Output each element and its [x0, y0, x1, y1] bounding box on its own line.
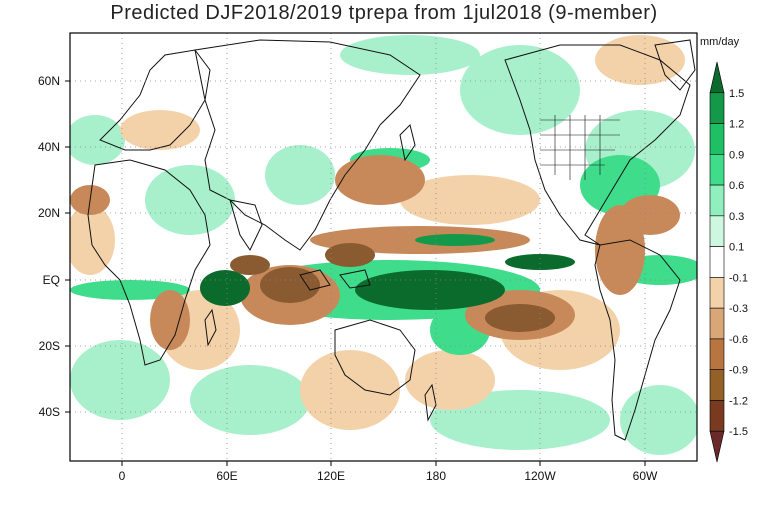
lon-label-180: 180 [426, 469, 446, 483]
lon-label-120e: 120E [317, 469, 345, 483]
lat-label-60n: 60N [38, 74, 60, 88]
lon-label-60e: 60E [216, 469, 237, 483]
lat-label-40n: 40N [38, 140, 60, 154]
lon-label-60w: 60W [633, 469, 658, 483]
colorbar-level-label: 1.5 [729, 88, 744, 100]
colorbar-level-label: -1.5 [729, 426, 748, 438]
colorbar-level-label: -0.9 [729, 365, 748, 377]
colorbar-swatch [709, 338, 725, 370]
lat-label-eq: EQ [43, 273, 60, 287]
colorbar-level-label: 0.3 [729, 211, 744, 223]
lat-label-20s: 20S [39, 339, 60, 353]
axis-ticks [65, 80, 646, 466]
colorbar-swatch [709, 277, 725, 309]
colorbar-swatch [709, 154, 725, 186]
colorbar-swatch [709, 246, 725, 278]
anomaly-field [70, 35, 697, 455]
colorbar-level-label: 0.6 [729, 180, 744, 192]
colorbar-level-label: -0.3 [729, 303, 748, 315]
plot-frame [69, 32, 698, 462]
strong-dry-regions [230, 243, 555, 332]
light-wet-regions [70, 35, 697, 455]
longitude-labels: 0 60E 120E 180 120W 60W [119, 469, 658, 483]
colorbar-swatch [709, 307, 725, 340]
strong-wet-regions [200, 234, 575, 310]
colorbar-swatch [709, 184, 725, 217]
colorbar-units: mm/day [700, 36, 740, 48]
figure-title: Predicted DJF2018/2019 tprepa from 1jul2… [110, 2, 658, 24]
colorbar-level-label: -0.1 [729, 272, 748, 284]
colorbar-swatch [709, 61, 725, 94]
lat-label-20n: 20N [38, 206, 60, 220]
us-state-borders [540, 115, 620, 180]
lat-label-40s: 40S [39, 405, 60, 419]
colorbar-swatch [709, 430, 725, 463]
colorbar-swatch [709, 92, 725, 124]
colorbar: mm/day 1.5 1.2 0.9 0.6 0.3 0.1 -0.1 -0.3 -0.6 -0.… [700, 36, 748, 463]
colorbar-level-label: 0.9 [729, 149, 744, 161]
colorbar-level-label: 0.1 [729, 242, 744, 254]
colorbar-swatch [709, 400, 725, 432]
colorbar-labels: 1.5 1.2 0.9 0.6 0.3 0.1 -0.1 -0.3 -0.6 -0.9 -1.2 -1… [729, 88, 748, 438]
colorbar-swatches [709, 61, 725, 463]
lon-label-0: 0 [119, 469, 126, 483]
coastlines [87, 39, 696, 441]
colorbar-level-label: -0.6 [729, 334, 748, 346]
latitude-labels: 60N 40N 20N EQ 20S 40S [38, 74, 60, 419]
colorbar-level-label: 1.2 [729, 119, 744, 131]
colorbar-level-label: -1.2 [729, 395, 748, 407]
colorbar-swatch [709, 369, 725, 401]
lon-label-120w: 120W [524, 469, 556, 483]
colorbar-swatch [709, 215, 725, 247]
colorbar-swatch [709, 123, 725, 155]
